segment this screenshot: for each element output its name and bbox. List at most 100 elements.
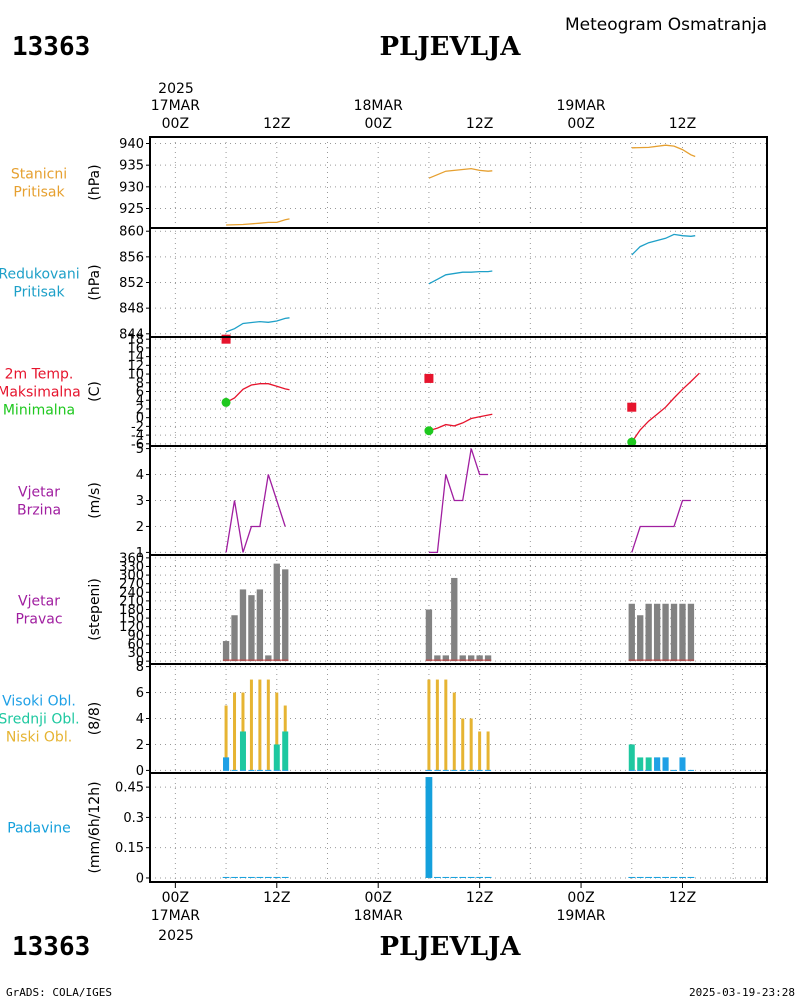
y-axis-label: (stepeni) — [87, 578, 103, 641]
time-tick-label-top: 00Z — [162, 116, 189, 132]
time-tick-label-top: 12Z — [263, 116, 290, 132]
bar-low-cloud — [469, 718, 473, 771]
panel-border — [149, 227, 768, 338]
tmin-marker — [627, 437, 637, 447]
y-tick-label: 3 — [136, 494, 144, 509]
y-tick-label: 8 — [136, 376, 144, 391]
bar-wind-direction — [231, 615, 238, 662]
y-tick-label: 60 — [127, 637, 144, 652]
y-tick-label: 930 — [119, 180, 144, 195]
bar-mid-cloud — [637, 757, 644, 771]
series-line — [631, 233, 696, 256]
station-name-top: PLJEVLJA — [380, 32, 522, 62]
panel-4: 1 2 3 4 5 (m/s) Vjetar Brzina — [17, 442, 768, 561]
bar-mid-cloud — [239, 731, 246, 771]
panel-label: Maksimalna — [0, 385, 81, 401]
series-line — [428, 448, 489, 554]
series-line — [225, 317, 290, 333]
y-tick-label: 240 — [119, 586, 144, 601]
y-tick-label: 120 — [119, 620, 144, 635]
bar-precip — [484, 876, 492, 878]
bar-precip — [653, 876, 661, 878]
bar-precip — [450, 876, 458, 878]
panel-label: Padavine — [7, 821, 71, 837]
bar-precip — [636, 876, 644, 878]
y-tick-label: 0 — [136, 871, 144, 886]
y-tick-label: 12 — [127, 359, 144, 374]
panel-border — [149, 336, 768, 447]
series-line — [226, 218, 290, 226]
bar-high-cloud — [223, 757, 230, 771]
bar-wind-direction — [265, 655, 272, 662]
bar-wind-direction — [239, 589, 247, 662]
bar-precip — [433, 876, 441, 878]
panel-label: Vjetar — [18, 594, 60, 610]
y-axis-label: (8/8) — [87, 702, 103, 735]
bar-mid-cloud — [273, 744, 280, 771]
y-tick-label: 935 — [119, 159, 144, 174]
panel-label: Stanicni — [11, 167, 67, 183]
y-tick-label: 940 — [119, 137, 144, 152]
y-tick-label: 6 — [136, 686, 144, 701]
y-tick-label: 0 — [136, 764, 144, 779]
y-tick-label: 360 — [119, 551, 144, 566]
y-tick-label: 0 — [136, 411, 144, 426]
y-tick-label: 180 — [119, 603, 144, 618]
time-tick-label-bottom: 00Z — [567, 890, 594, 906]
tmin-marker — [424, 426, 434, 436]
tmin-marker — [221, 397, 231, 407]
y-tick-label: 4 — [136, 468, 144, 483]
bar-precip — [670, 876, 678, 878]
panel-label: Pravac — [15, 612, 62, 628]
panel-2: 844 848 852 856 860 (hPa) Redukovani Pritisak — [0, 225, 768, 342]
bar-low-cloud — [266, 679, 270, 771]
series-line — [631, 499, 691, 553]
bar-low-cloud — [233, 692, 237, 771]
bar-wind-direction — [459, 655, 466, 662]
bar-precip — [662, 876, 669, 878]
y-tick-label: 6 — [136, 385, 144, 400]
y-axis-label: (mm/6h/12h) — [87, 781, 103, 873]
bar-mid-cloud — [628, 744, 635, 771]
panel-label: Visoki Obl. — [2, 694, 76, 710]
date-label-top: 19MAR — [556, 98, 605, 114]
date-label-bottom: 19MAR — [556, 908, 605, 924]
station-id-bottom: 13363 — [12, 932, 90, 962]
y-tick-label: 14 — [127, 350, 144, 365]
bar-precip — [273, 876, 281, 878]
time-tick-label-top: 12Z — [466, 116, 493, 132]
y-tick-label: 210 — [119, 594, 144, 609]
panel-label: Niski Obl. — [6, 730, 72, 746]
bar-precip — [679, 876, 686, 878]
bar-precip — [628, 876, 636, 878]
bar-precip — [459, 876, 467, 878]
date-label-bottom: 17MAR — [151, 908, 200, 924]
bar-precip — [425, 777, 433, 878]
y-tick-label: 10 — [127, 368, 144, 383]
series-line — [631, 372, 700, 443]
bar-wind-direction — [476, 655, 483, 662]
panel-label: Minimalna — [3, 403, 75, 419]
y-tick-label: 848 — [119, 302, 144, 317]
series-line — [428, 270, 493, 285]
series-line — [428, 167, 493, 179]
bar-wind-direction — [434, 655, 441, 662]
time-tick-label-top: 00Z — [365, 116, 392, 132]
y-axis-label: (m/s) — [87, 482, 103, 519]
date-label-top: 17MAR — [151, 98, 200, 114]
y-tick-label: 300 — [119, 569, 144, 584]
bar-wind-direction — [645, 603, 652, 662]
station-name-bottom: PLJEVLJA — [380, 932, 522, 962]
y-tick-label: 30 — [127, 646, 144, 661]
y-tick-label: -4 — [131, 429, 144, 444]
panel-label: Redukovani — [0, 267, 80, 283]
y-axis-label: (C) — [87, 381, 103, 402]
bar-wind-direction — [653, 603, 661, 662]
bar-precip — [222, 876, 230, 878]
y-tick-label: 1 — [136, 546, 144, 561]
y-tick-label: 18 — [127, 333, 144, 348]
timestamp-text: 2025-03-19-23:28 — [689, 986, 795, 999]
credit-text: GrADS: COLA/IGES — [6, 986, 112, 999]
